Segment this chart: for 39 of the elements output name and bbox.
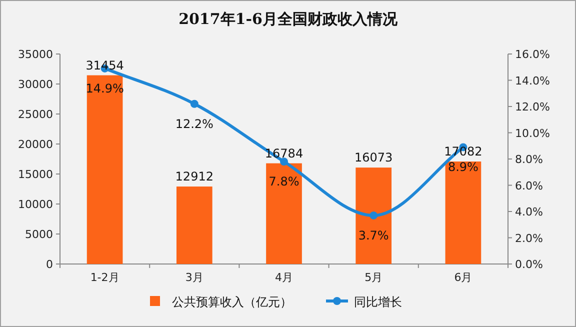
bar: [86, 75, 123, 264]
y2-tick-label: 14.0%: [515, 74, 550, 88]
bar: [266, 163, 302, 264]
legend-label: 公共预算收入（亿元）: [172, 295, 292, 309]
data-label: 3.7%: [358, 228, 389, 242]
y2-tick-label: 0.0%: [515, 258, 543, 271]
y2-tick-label: 2.0%: [515, 232, 543, 245]
y-tick-label: 35000: [18, 48, 53, 61]
y2-tick-label: 6.0%: [515, 179, 543, 192]
y2-tick-label: 10.0%: [515, 126, 550, 140]
y2-tick-label: 8.0%: [515, 153, 543, 166]
data-label: 7.8%: [268, 174, 300, 189]
x-tick-label: 1-2月: [90, 271, 120, 284]
x-tick-label: 4月: [275, 271, 293, 284]
bar: [176, 186, 212, 264]
point: [370, 211, 378, 220]
y-tick-label: 15000: [18, 168, 53, 181]
y-tick-label: 30000: [18, 78, 53, 91]
data-label: 12912: [175, 170, 214, 184]
y-tick-label: 25000: [18, 108, 53, 121]
y-tick-label: 20000: [18, 138, 53, 151]
y-tick-label: 10000: [18, 198, 53, 211]
data-label: 16073: [354, 150, 393, 165]
y2-tick-label: 16.0%: [515, 48, 550, 61]
bar: [445, 162, 482, 264]
y2-tick-label: 12.0%: [515, 100, 550, 114]
data-label: 31454: [86, 58, 124, 72]
data-label: 12.2%: [175, 116, 214, 131]
x-tick-label: 3月: [185, 271, 204, 284]
bar: [356, 168, 392, 264]
y2-tick-label: 4.0%: [515, 206, 543, 218]
point: [190, 100, 198, 108]
legend-label: 同比增长: [354, 295, 402, 309]
data-label: 8.9%: [448, 160, 478, 174]
x-tick-label: 5月: [364, 271, 383, 284]
chart-title: 2017年1-6月全国财政收入情况: [178, 10, 398, 28]
y-tick-label: 0: [46, 258, 53, 271]
y-tick-label: 5000: [25, 228, 53, 241]
x-tick-label: 6月: [454, 271, 472, 284]
